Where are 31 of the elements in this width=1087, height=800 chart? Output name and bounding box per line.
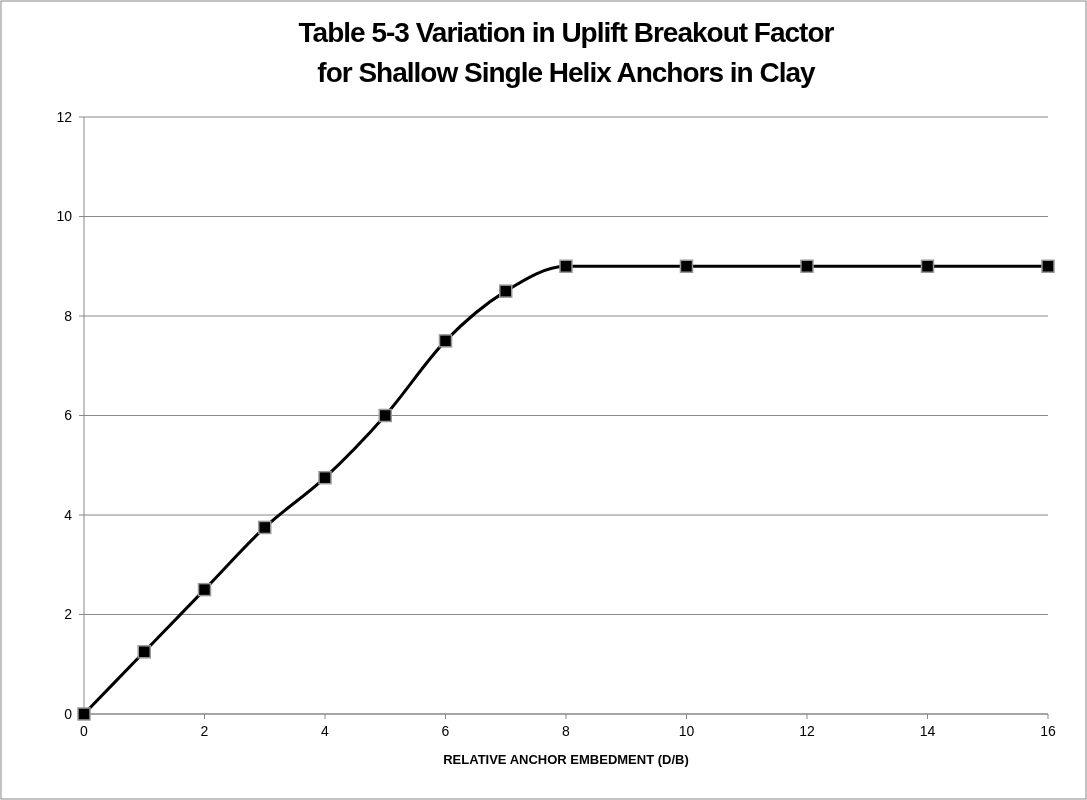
point	[318, 470, 332, 485]
point	[1041, 259, 1055, 273]
point	[920, 259, 935, 273]
point	[559, 259, 573, 273]
point	[679, 259, 694, 273]
x-axis-title: RELATIVE ANCHOR EMBEDMENT (D/B)	[443, 752, 689, 767]
x-tick-label: 0	[80, 723, 89, 739]
y-tick-label: 8	[64, 307, 73, 324]
x-tick-label: 16	[1040, 723, 1056, 739]
point	[800, 259, 814, 273]
x-tick-label: 12	[799, 723, 815, 739]
y-tick-label: 4	[64, 506, 73, 523]
x-tick-label: 8	[562, 723, 571, 739]
point	[258, 520, 272, 535]
chart-title: Table 5-3 Variation in Uplift Breakout Factor for Shallow Single Helix Anchors in Clay	[298, 17, 835, 88]
point	[197, 582, 212, 597]
point	[499, 284, 513, 298]
x-tick-label: 6	[441, 723, 450, 739]
y-tick-label: 12	[56, 108, 73, 125]
x-tick-label: 10	[678, 723, 695, 739]
y-tick-label: 6	[64, 407, 73, 424]
point	[438, 334, 453, 348]
y-tick-label: 10	[56, 208, 73, 225]
x-tick-label: 14	[919, 723, 936, 739]
point	[77, 707, 91, 721]
y-tick-label: 2	[64, 606, 73, 623]
point	[378, 408, 392, 423]
point	[137, 645, 151, 659]
y-tick-label: 0	[64, 705, 73, 722]
x-tick-label: 2	[200, 723, 209, 739]
x-tick-label: 4	[321, 723, 330, 739]
